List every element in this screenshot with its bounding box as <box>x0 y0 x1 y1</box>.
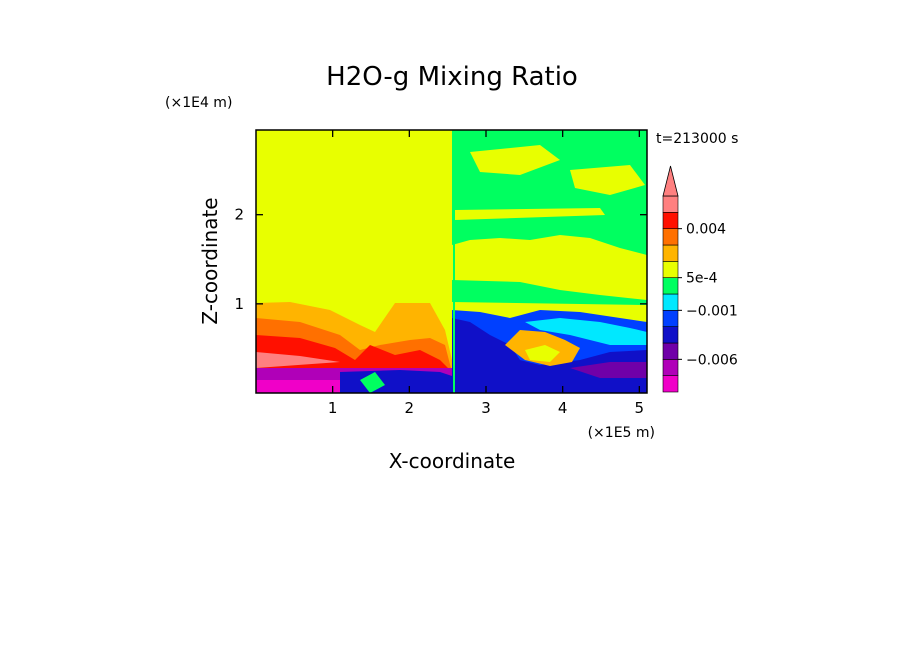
contour-yellow-band <box>455 208 605 220</box>
colorbar-label: 0.004 <box>686 222 726 238</box>
colorbar-label: −0.006 <box>686 352 738 368</box>
colorbar-extend-triangle <box>662 165 679 197</box>
contour-yellow-patch-1 <box>470 145 560 175</box>
contour-pink-left <box>256 352 340 368</box>
time-label: t=213000 s <box>656 131 738 147</box>
contour-yellow-right <box>525 345 560 362</box>
colorbar-segment <box>662 212 679 229</box>
x-unit-label: (×1E5 m) <box>588 425 655 441</box>
contour-green-lower <box>452 280 647 305</box>
colorbar-segment <box>662 277 679 295</box>
colorbar: 0.004 5e-4 −0.001 −0.006 <box>662 165 738 393</box>
x-tick-label: 1 <box>328 399 338 417</box>
contour-green-speck <box>360 372 385 393</box>
contour-blue-bottom-left <box>340 370 452 393</box>
contour-field <box>256 130 647 393</box>
x-axis-label: X-coordinate <box>389 449 516 473</box>
colorbar-segment <box>662 293 679 311</box>
y-axis: 12 <box>234 206 647 313</box>
y-tick-label: 1 <box>234 295 244 313</box>
y-axis-label: Z-coordinate <box>198 197 222 324</box>
colorbar-segment <box>662 326 679 344</box>
colorbar-segment <box>662 375 679 393</box>
y-tick-label: 2 <box>234 206 244 224</box>
x-tick-label: 2 <box>405 399 415 417</box>
colorbar-label: −0.001 <box>686 303 738 319</box>
x-axis: 1 2 3 4 5 <box>328 130 644 417</box>
x-tick-label: 4 <box>558 399 568 417</box>
colorbar-segment <box>662 244 679 262</box>
x-tick-label: 3 <box>481 399 491 417</box>
colorbar-segment <box>662 228 679 246</box>
colorbar-segment <box>662 342 679 360</box>
colorbar-segment <box>662 359 679 376</box>
y-unit-label: (×1E4 m) <box>165 95 232 111</box>
x-tick-label: 5 <box>635 399 645 417</box>
contour-yellow-patch-2 <box>570 165 645 195</box>
contour-purple-right <box>570 362 647 378</box>
contour-cyan-right <box>525 318 647 345</box>
colorbar-label: 5e-4 <box>686 271 718 287</box>
colorbar-segment <box>662 195 679 213</box>
plot-frame <box>255 129 648 394</box>
colorbar-segment <box>662 261 679 278</box>
chart-title: H2O-g Mixing Ratio <box>326 62 578 92</box>
colorbar-segment <box>662 310 679 327</box>
